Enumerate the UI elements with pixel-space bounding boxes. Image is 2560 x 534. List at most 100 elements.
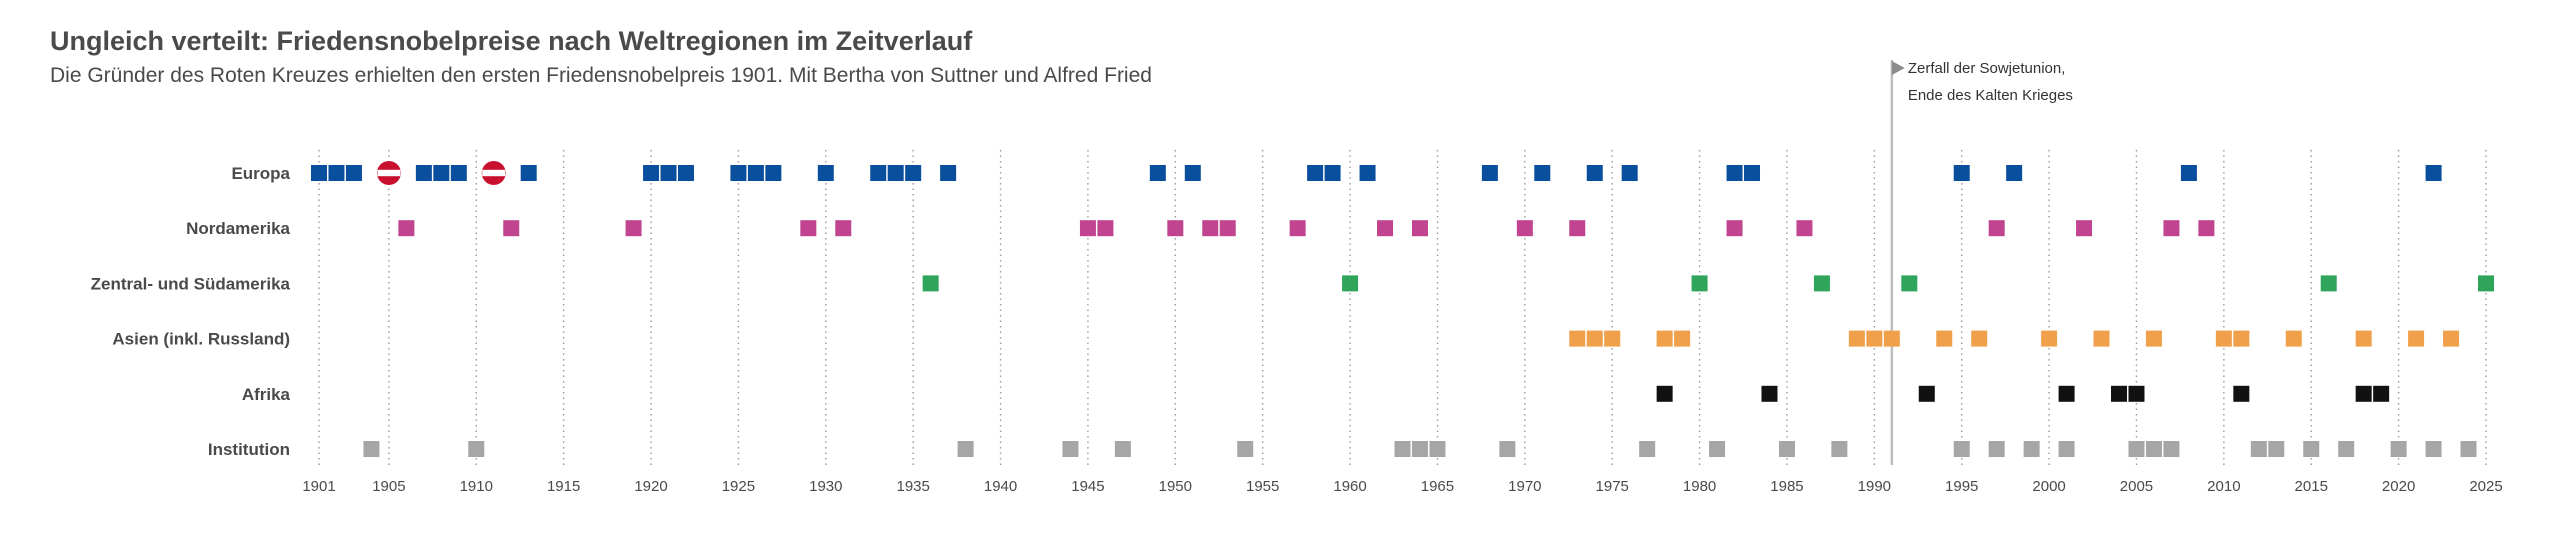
point-0-2022 bbox=[2425, 165, 2442, 181]
point-0-1907 bbox=[415, 165, 432, 181]
x-tick-1915: 1915 bbox=[547, 478, 580, 495]
point-3-1994 bbox=[1936, 330, 1953, 347]
x-tick-1930: 1930 bbox=[809, 478, 842, 495]
point-3-2006 bbox=[2145, 330, 2162, 347]
x-tick-1905: 1905 bbox=[372, 478, 405, 495]
point-3-1979 bbox=[1674, 330, 1691, 347]
point-4-1984 bbox=[1761, 385, 1778, 402]
point-5-2022 bbox=[2425, 441, 2442, 457]
point-0-1926 bbox=[747, 165, 764, 181]
point-5-1969 bbox=[1499, 441, 1516, 457]
gridlines bbox=[318, 150, 2487, 465]
point-0-1921 bbox=[660, 165, 677, 181]
point-3-1978 bbox=[1656, 330, 1673, 347]
row-label-2: Zentral- und Südamerika bbox=[91, 274, 291, 293]
point-1-1986 bbox=[1796, 220, 1813, 237]
x-tick-1940: 1940 bbox=[984, 478, 1017, 495]
annotation-text-2: Ende des Kalten Krieges bbox=[1908, 87, 2073, 104]
row-label-0: Europa bbox=[231, 164, 290, 183]
point-0-2008 bbox=[2180, 165, 2197, 181]
point-0-1913 bbox=[520, 165, 537, 181]
point-0-1903 bbox=[345, 165, 362, 181]
point-1-1912 bbox=[503, 220, 520, 237]
point-1-1929 bbox=[800, 220, 817, 237]
row-label-3: Asien (inkl. Russland) bbox=[112, 330, 290, 349]
point-1-1906 bbox=[398, 220, 415, 237]
point-5-1977 bbox=[1639, 441, 1656, 457]
point-5-1995 bbox=[1953, 441, 1970, 457]
x-tick-1965: 1965 bbox=[1421, 478, 1454, 495]
point-5-1947 bbox=[1114, 441, 1131, 457]
point-2-1936 bbox=[922, 275, 939, 292]
point-3-1989 bbox=[1848, 330, 1865, 347]
point-3-1974 bbox=[1586, 330, 1603, 347]
x-tick-1995: 1995 bbox=[1945, 478, 1978, 495]
x-tick-2010: 2010 bbox=[2207, 478, 2240, 495]
x-axis: 1901 1905 1910 1915 1920 1925 1930 1935 1940 1945… bbox=[302, 478, 2502, 495]
row-labels: Europa Nordamerika Zentral- und Südamerika… bbox=[91, 164, 291, 459]
point-4-2019 bbox=[2373, 385, 2390, 402]
point-2-2025 bbox=[2478, 275, 2494, 292]
point-0-1974 bbox=[1586, 165, 1603, 181]
point-4-2004 bbox=[2111, 385, 2128, 402]
point-5-1964 bbox=[1411, 441, 1428, 457]
point-0-1937 bbox=[940, 165, 957, 181]
point-0-1968 bbox=[1481, 165, 1498, 181]
point-1-1946 bbox=[1097, 220, 1114, 237]
point-1-1997 bbox=[1988, 220, 2005, 237]
point-5-2001 bbox=[2058, 441, 2075, 457]
point-0-1922 bbox=[677, 165, 694, 181]
point-3-1991 bbox=[1883, 330, 1900, 347]
point-5-2012 bbox=[2250, 441, 2267, 457]
point-1-1962 bbox=[1377, 220, 1394, 237]
point-5-1997 bbox=[1988, 441, 2005, 457]
data-points bbox=[311, 161, 2494, 457]
point-1-2009 bbox=[2198, 220, 2215, 237]
x-tick-2000: 2000 bbox=[2032, 478, 2065, 495]
x-tick-1910: 1910 bbox=[460, 478, 493, 495]
point-0-1933 bbox=[870, 165, 887, 181]
chart-title: Ungleich verteilt: Friedensnobelpreise n… bbox=[50, 26, 973, 56]
point-3-2021 bbox=[2408, 330, 2425, 347]
point-2-1980 bbox=[1691, 275, 1708, 292]
x-tick-1975: 1975 bbox=[1596, 478, 1629, 495]
point-5-2015 bbox=[2303, 441, 2320, 457]
point-0-1934 bbox=[887, 165, 904, 181]
point-3-2000 bbox=[2041, 330, 2058, 347]
point-5-2007 bbox=[2163, 441, 2180, 457]
x-tick-1945: 1945 bbox=[1071, 478, 1104, 495]
point-5-2024 bbox=[2460, 441, 2477, 457]
austria-marker-1905 bbox=[376, 161, 401, 185]
point-0-1976 bbox=[1621, 165, 1638, 181]
point-0-1998 bbox=[2006, 165, 2023, 181]
x-tick-1960: 1960 bbox=[1333, 478, 1366, 495]
point-5-2005 bbox=[2128, 441, 2145, 457]
point-1-1950 bbox=[1167, 220, 1184, 237]
point-5-1944 bbox=[1062, 441, 1079, 457]
point-3-1990 bbox=[1866, 330, 1883, 347]
x-tick-1935: 1935 bbox=[896, 478, 929, 495]
point-0-1925 bbox=[730, 165, 747, 181]
point-0-1909 bbox=[450, 165, 467, 181]
point-3-1996 bbox=[1971, 330, 1988, 347]
point-0-1983 bbox=[1744, 165, 1761, 181]
annotation-text-1: Zerfall der Sowjetunion, bbox=[1908, 60, 2066, 77]
point-0-1971 bbox=[1534, 165, 1551, 181]
x-tick-1980: 1980 bbox=[1683, 478, 1716, 495]
point-5-1963 bbox=[1394, 441, 1411, 457]
x-tick-1901: 1901 bbox=[302, 478, 335, 495]
point-3-2003 bbox=[2093, 330, 2110, 347]
point-1-2002 bbox=[2076, 220, 2093, 237]
point-2-1987 bbox=[1813, 275, 1830, 292]
row-label-4: Afrika bbox=[242, 385, 291, 404]
point-4-2011 bbox=[2233, 385, 2250, 402]
point-4-1978 bbox=[1656, 385, 1673, 402]
point-0-1951 bbox=[1184, 165, 1201, 181]
point-3-2011 bbox=[2233, 330, 2250, 347]
point-0-1982 bbox=[1726, 165, 1743, 181]
point-2-2016 bbox=[2320, 275, 2337, 292]
x-tick-2015: 2015 bbox=[2295, 478, 2328, 495]
x-tick-1955: 1955 bbox=[1246, 478, 1279, 495]
point-5-1954 bbox=[1237, 441, 1254, 457]
